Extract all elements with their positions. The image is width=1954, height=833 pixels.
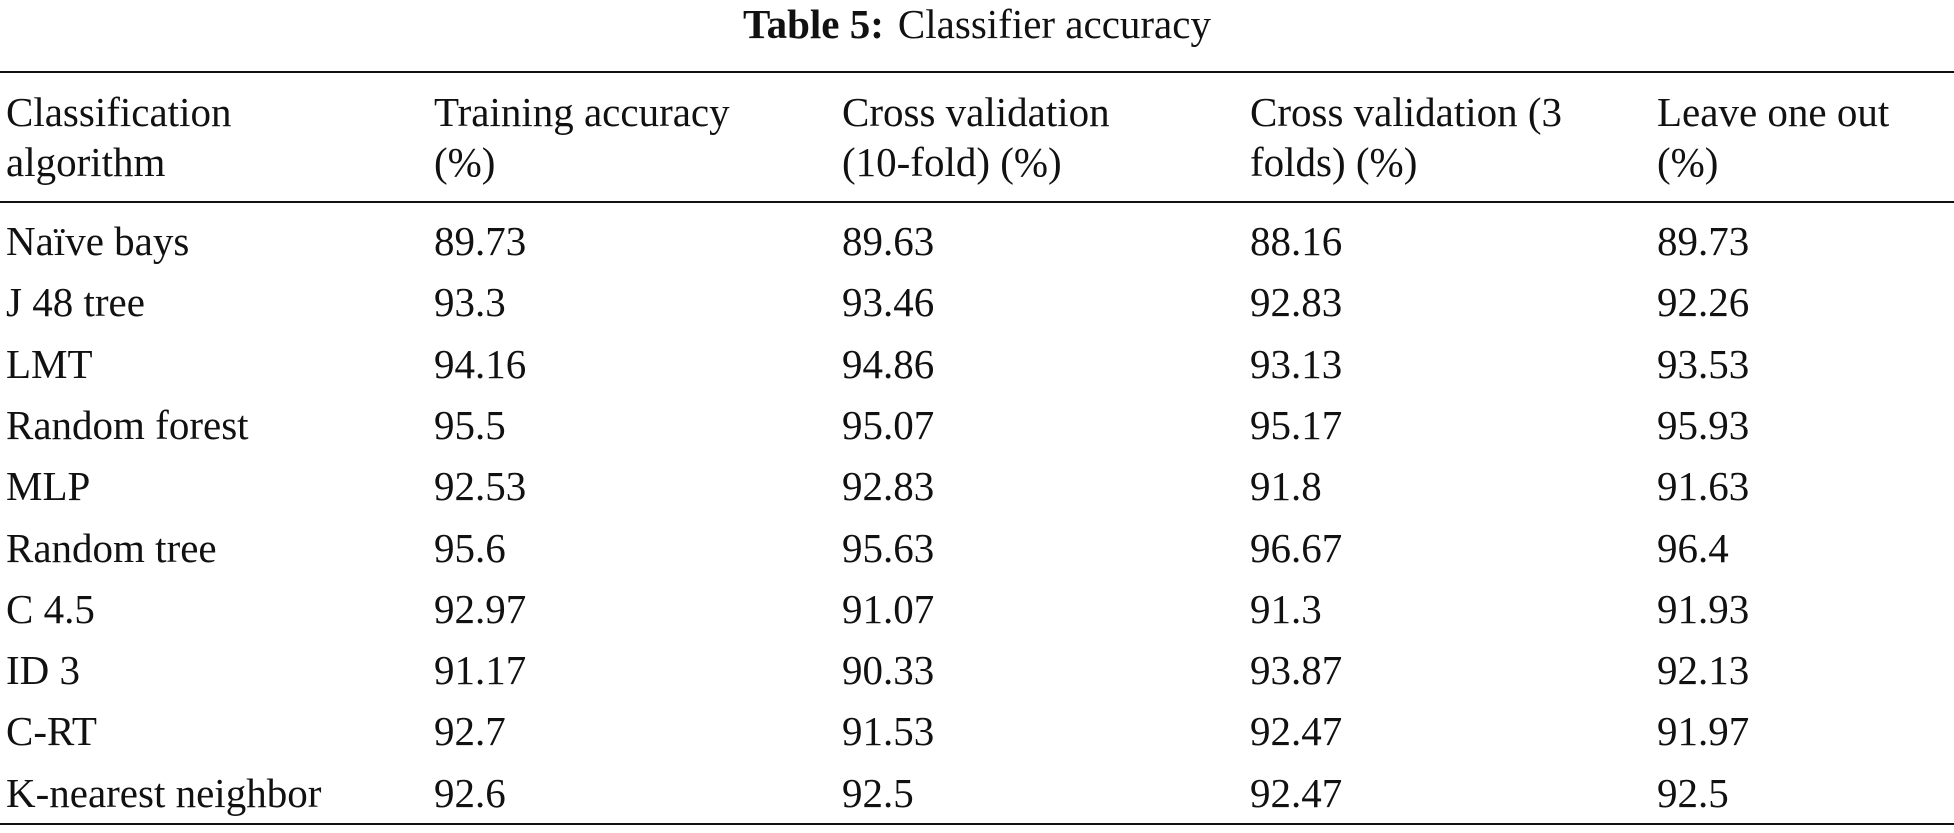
table-cell: 92.47 [1250,708,1343,755]
row-label: ID 3 [6,647,81,694]
table-cell: 92.83 [1250,279,1343,326]
table-cell: 91.53 [842,708,935,755]
row-label: Random forest [6,401,249,448]
table-cell: 96.4 [1657,524,1729,571]
table-cell: 89.63 [842,218,935,264]
table-cell: 95.93 [1657,401,1750,448]
table-cell: 94.86 [842,340,935,387]
caption-label: Table 5: [743,1,884,47]
table-cell: 92.7 [434,708,506,755]
table-cell: 91.63 [1657,463,1750,510]
table-cell: 92.13 [1657,647,1750,694]
table-cell: 95.6 [434,524,506,571]
header-cell: Leave one out [1657,89,1890,135]
header-cell: Cross validation [842,89,1110,135]
table-cell: 88.16 [1250,218,1343,264]
row-label: J 48 tree [6,279,145,326]
table-cell: 91.93 [1657,585,1750,632]
table-cell: 91.97 [1657,708,1750,755]
table-cell: 92.26 [1657,279,1750,326]
table-cell: 93.53 [1657,340,1750,387]
table-cell: 94.16 [434,340,527,387]
caption-title: Classifier accuracy [897,1,1211,47]
row-label: C-RT [6,708,97,755]
header-cell: Classification [6,89,232,135]
table-cell: 92.97 [434,585,527,632]
table-cell: 89.73 [434,218,527,264]
top-rule [0,71,1954,73]
row-label: Random tree [6,524,217,571]
header-cell: (%) [1657,139,1719,185]
table-cell: 93.46 [842,279,935,326]
row-label: LMT [6,340,93,387]
header-cell: (%) [434,139,496,185]
table-cell: 91.07 [842,585,935,632]
header-rule [0,201,1954,203]
table-cell: 89.73 [1657,218,1750,264]
caption: Table 5: Classifier accuracy [0,4,1954,45]
table-cell: 92.53 [434,463,527,510]
table-cell: 93.3 [434,279,506,326]
table-cell: 92.5 [842,769,914,816]
row-label: Naïve bays [6,218,190,264]
header-cell: (10-fold) (%) [842,139,1062,185]
table-cell: 90.33 [842,647,935,694]
table-cell: 95.07 [842,401,935,448]
row-label: K-nearest neighbor [6,769,322,816]
table-cell: 96.67 [1250,524,1343,571]
table-cell: 91.8 [1250,463,1322,510]
table-cell: 92.47 [1250,769,1343,816]
row-label: MLP [6,463,91,510]
table-cell: 95.5 [434,401,506,448]
header-cell: Cross validation (3 [1250,89,1563,135]
row-label: C 4.5 [6,585,95,632]
table-cell: 93.13 [1250,340,1343,387]
header-cell: folds) (%) [1250,139,1418,185]
table-cell: 91.3 [1250,585,1322,632]
table-cell: 95.63 [842,524,935,571]
table-cell: 95.17 [1250,401,1343,448]
table-cell: 92.5 [1657,769,1729,816]
header-cell: Training accuracy [434,89,730,135]
header-cell: algorithm [6,139,166,185]
table-cell: 91.17 [434,647,527,694]
table-cell: 93.87 [1250,647,1343,694]
table-cell: 92.83 [842,463,935,510]
bottom-rule [0,823,1954,825]
table-cell: 92.6 [434,769,506,816]
